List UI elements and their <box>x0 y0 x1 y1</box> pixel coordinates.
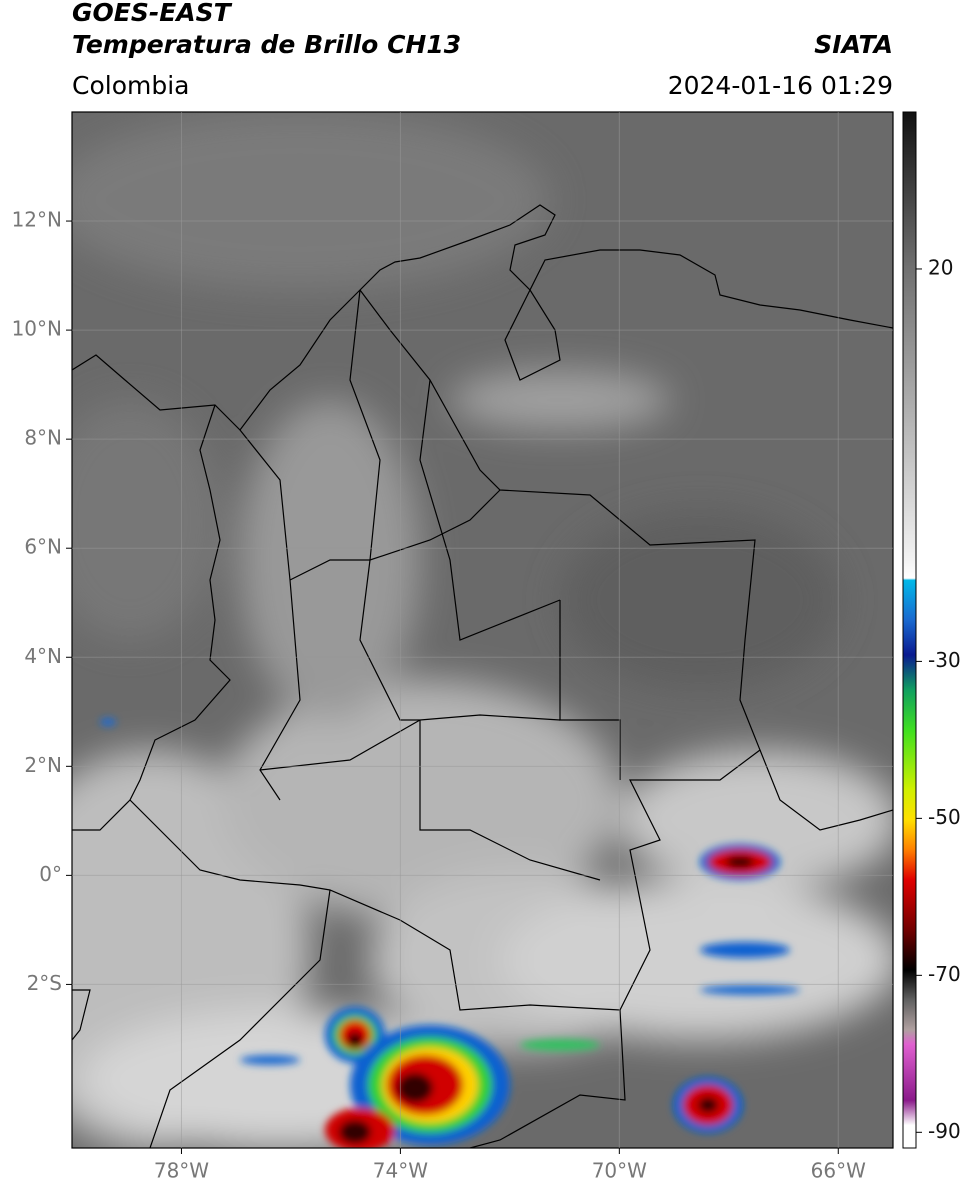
y-tick-label: 2°N <box>24 753 62 777</box>
y-tick-label: 4°N <box>24 644 62 668</box>
satellite: GOES-EAST <box>72 0 233 27</box>
y-tick-label: 6°N <box>24 535 62 559</box>
y-tick-label: 10°N <box>12 317 62 341</box>
colorbar <box>902 111 917 1149</box>
y-tick-label: 0° <box>39 862 62 886</box>
colorbar-tick-label: -90 <box>928 1119 961 1143</box>
x-tick-label: 78°W <box>154 1159 209 1183</box>
x-tick-label: 70°W <box>592 1159 647 1183</box>
x-tick-label: 74°W <box>373 1159 428 1183</box>
colorbar-tick-label: -70 <box>928 962 961 986</box>
colorbar-tick-label: -50 <box>928 805 961 829</box>
satellite-image <box>72 112 893 1148</box>
source: SIATA <box>814 30 893 59</box>
region: Colombia <box>72 71 189 100</box>
colorbar-tick-label: -30 <box>928 648 961 672</box>
y-tick-label: 8°N <box>24 426 62 450</box>
product: Temperatura de Brillo CH13 <box>72 30 461 59</box>
x-tick-label: 66°W <box>811 1159 866 1183</box>
y-tick-label: 2°S <box>27 971 62 995</box>
datetime: 2024-01-16 01:29 <box>668 71 893 100</box>
colorbar-tick-label: 20 <box>928 255 953 279</box>
y-tick-label: 12°N <box>12 208 62 232</box>
map-frame <box>71 111 894 1149</box>
